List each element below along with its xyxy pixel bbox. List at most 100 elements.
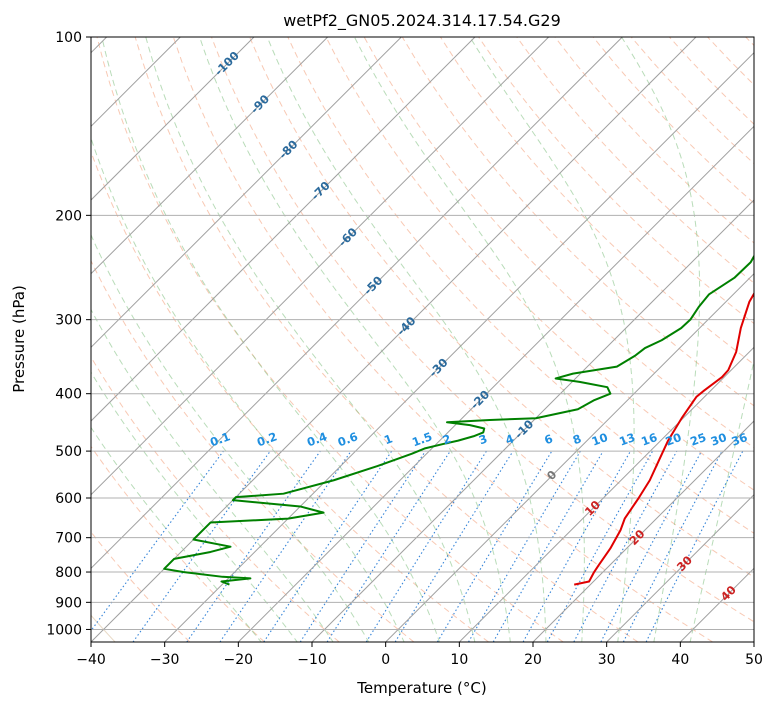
x-tick-label: −30 (150, 652, 180, 668)
x-axis: −40 −30 −20 −10 0 10 20 30 40 50 (76, 642, 763, 668)
y-tick-label: 200 (55, 208, 82, 224)
isotherm (311, 199, 754, 642)
x-tick-label: −20 (224, 652, 254, 668)
moist-adiabat (91, 308, 334, 642)
x-tick-label: 20 (524, 652, 542, 668)
mixing-ratio-label: 0.2 (255, 429, 279, 449)
y-tick-label: 400 (55, 387, 82, 403)
dewpoint-series-line (163, 254, 754, 586)
y-tick-label: 900 (55, 595, 82, 611)
x-tick-label: 30 (598, 652, 616, 668)
y-axis-label: Pressure (hPa) (10, 285, 28, 393)
isotherm (91, 37, 697, 642)
dry-adiabat (707, 37, 754, 86)
isotherm (91, 37, 329, 275)
dry-adiabat (211, 37, 754, 623)
mixing-ratio-line (219, 450, 352, 642)
y-tick-label: 600 (55, 491, 82, 507)
isotherm (679, 567, 754, 642)
x-tick-label: 0 (381, 652, 390, 668)
mixing-ratio-line (299, 450, 426, 642)
mixing-ratio-label: 3 (477, 431, 489, 447)
mixing-ratio-label: 30 (709, 430, 729, 449)
y-tick-label: 500 (55, 444, 82, 460)
mixing-ratio-line (365, 450, 487, 642)
x-tick-label: 10 (450, 652, 468, 668)
moist-adiabat (469, 37, 635, 642)
isotherm (91, 37, 255, 201)
isotherm (753, 641, 754, 642)
y-tick-label: 300 (55, 313, 82, 329)
dry-adiabat (669, 37, 754, 125)
mixing-ratio-label: 16 (639, 430, 659, 449)
gridlines (91, 37, 754, 642)
dry-adiabat (592, 37, 754, 204)
dry-adiabat (363, 37, 754, 449)
dry-adiabat (325, 37, 754, 491)
background-lines (91, 37, 754, 642)
isotherm (164, 51, 754, 642)
moist-adiabat (91, 233, 370, 642)
isotherm (458, 346, 754, 642)
mixing-ratio-line (573, 450, 678, 642)
mixing-ratio-line (645, 450, 744, 642)
moist-adiabat (91, 371, 298, 642)
line-labels: -100-90-80-70-60-50-40-30-20-10010203040… (208, 48, 749, 603)
dry-adiabat (134, 37, 639, 642)
mixing-ratio-label: 8 (571, 431, 583, 447)
y-tick-label: 800 (55, 565, 82, 581)
dry-adiabat (91, 356, 340, 642)
mixing-ratio-label: 13 (617, 430, 637, 449)
dry-adiabat (249, 37, 754, 578)
moist-adiabat (101, 37, 441, 642)
dry-adiabat (91, 445, 265, 642)
mixing-ratio-line (600, 450, 703, 642)
isotherm-label: 0 (544, 467, 560, 483)
mixing-ratio-label: 0.1 (208, 429, 232, 449)
isotherm-label: -60 (335, 225, 360, 250)
mixing-ratio-line (263, 450, 393, 642)
temperature-series-line (574, 291, 754, 586)
mixing-ratio-line (326, 450, 451, 642)
mixing-ratio-line (546, 450, 654, 642)
x-tick-label: 50 (745, 652, 763, 668)
chart-title: wetPf2_GN05.2024.314.17.54.G29 (283, 11, 561, 31)
isotherm (385, 272, 754, 642)
mixing-ratio-label: 6 (542, 431, 554, 447)
plot-frame (90, 36, 755, 643)
dry-adiabat (91, 259, 415, 642)
mixing-ratio-label: 0.6 (336, 429, 360, 449)
isotherm-label: 40 (718, 583, 739, 604)
dry-adiabat (91, 531, 191, 642)
moist-adiabat (145, 37, 476, 642)
isotherm (91, 37, 476, 422)
isotherm (606, 493, 754, 642)
isotherm-label: -50 (361, 273, 386, 298)
moist-adiabat (266, 37, 547, 642)
moist-adiabat (91, 426, 262, 642)
isotherm (532, 420, 754, 642)
mixing-ratio-line (186, 450, 321, 642)
isotherm (91, 37, 623, 570)
x-tick-label: −10 (297, 652, 327, 668)
isotherm (91, 37, 402, 349)
mixing-ratio-label: 1 (382, 431, 394, 447)
isotherm (91, 37, 550, 496)
dry-adiabat (630, 37, 754, 165)
dry-adiabat (96, 37, 564, 642)
moist-adiabat (689, 358, 754, 642)
dry-adiabat (554, 37, 754, 244)
dry-adiabat (745, 37, 754, 47)
mixing-ratio-line (91, 450, 224, 632)
mixing-ratio-line (522, 450, 631, 642)
x-tick-label: 40 (671, 652, 689, 668)
mixing-ratio-line (132, 450, 271, 642)
moist-adiabat (199, 37, 511, 642)
dry-adiabat (516, 37, 754, 284)
dry-adiabat (172, 37, 713, 642)
mixing-ratio-line (394, 450, 514, 642)
mixing-ratio-label: 25 (688, 430, 708, 449)
mixing-ratio-label: 10 (590, 430, 610, 449)
y-tick-label: 1000 (46, 622, 82, 638)
